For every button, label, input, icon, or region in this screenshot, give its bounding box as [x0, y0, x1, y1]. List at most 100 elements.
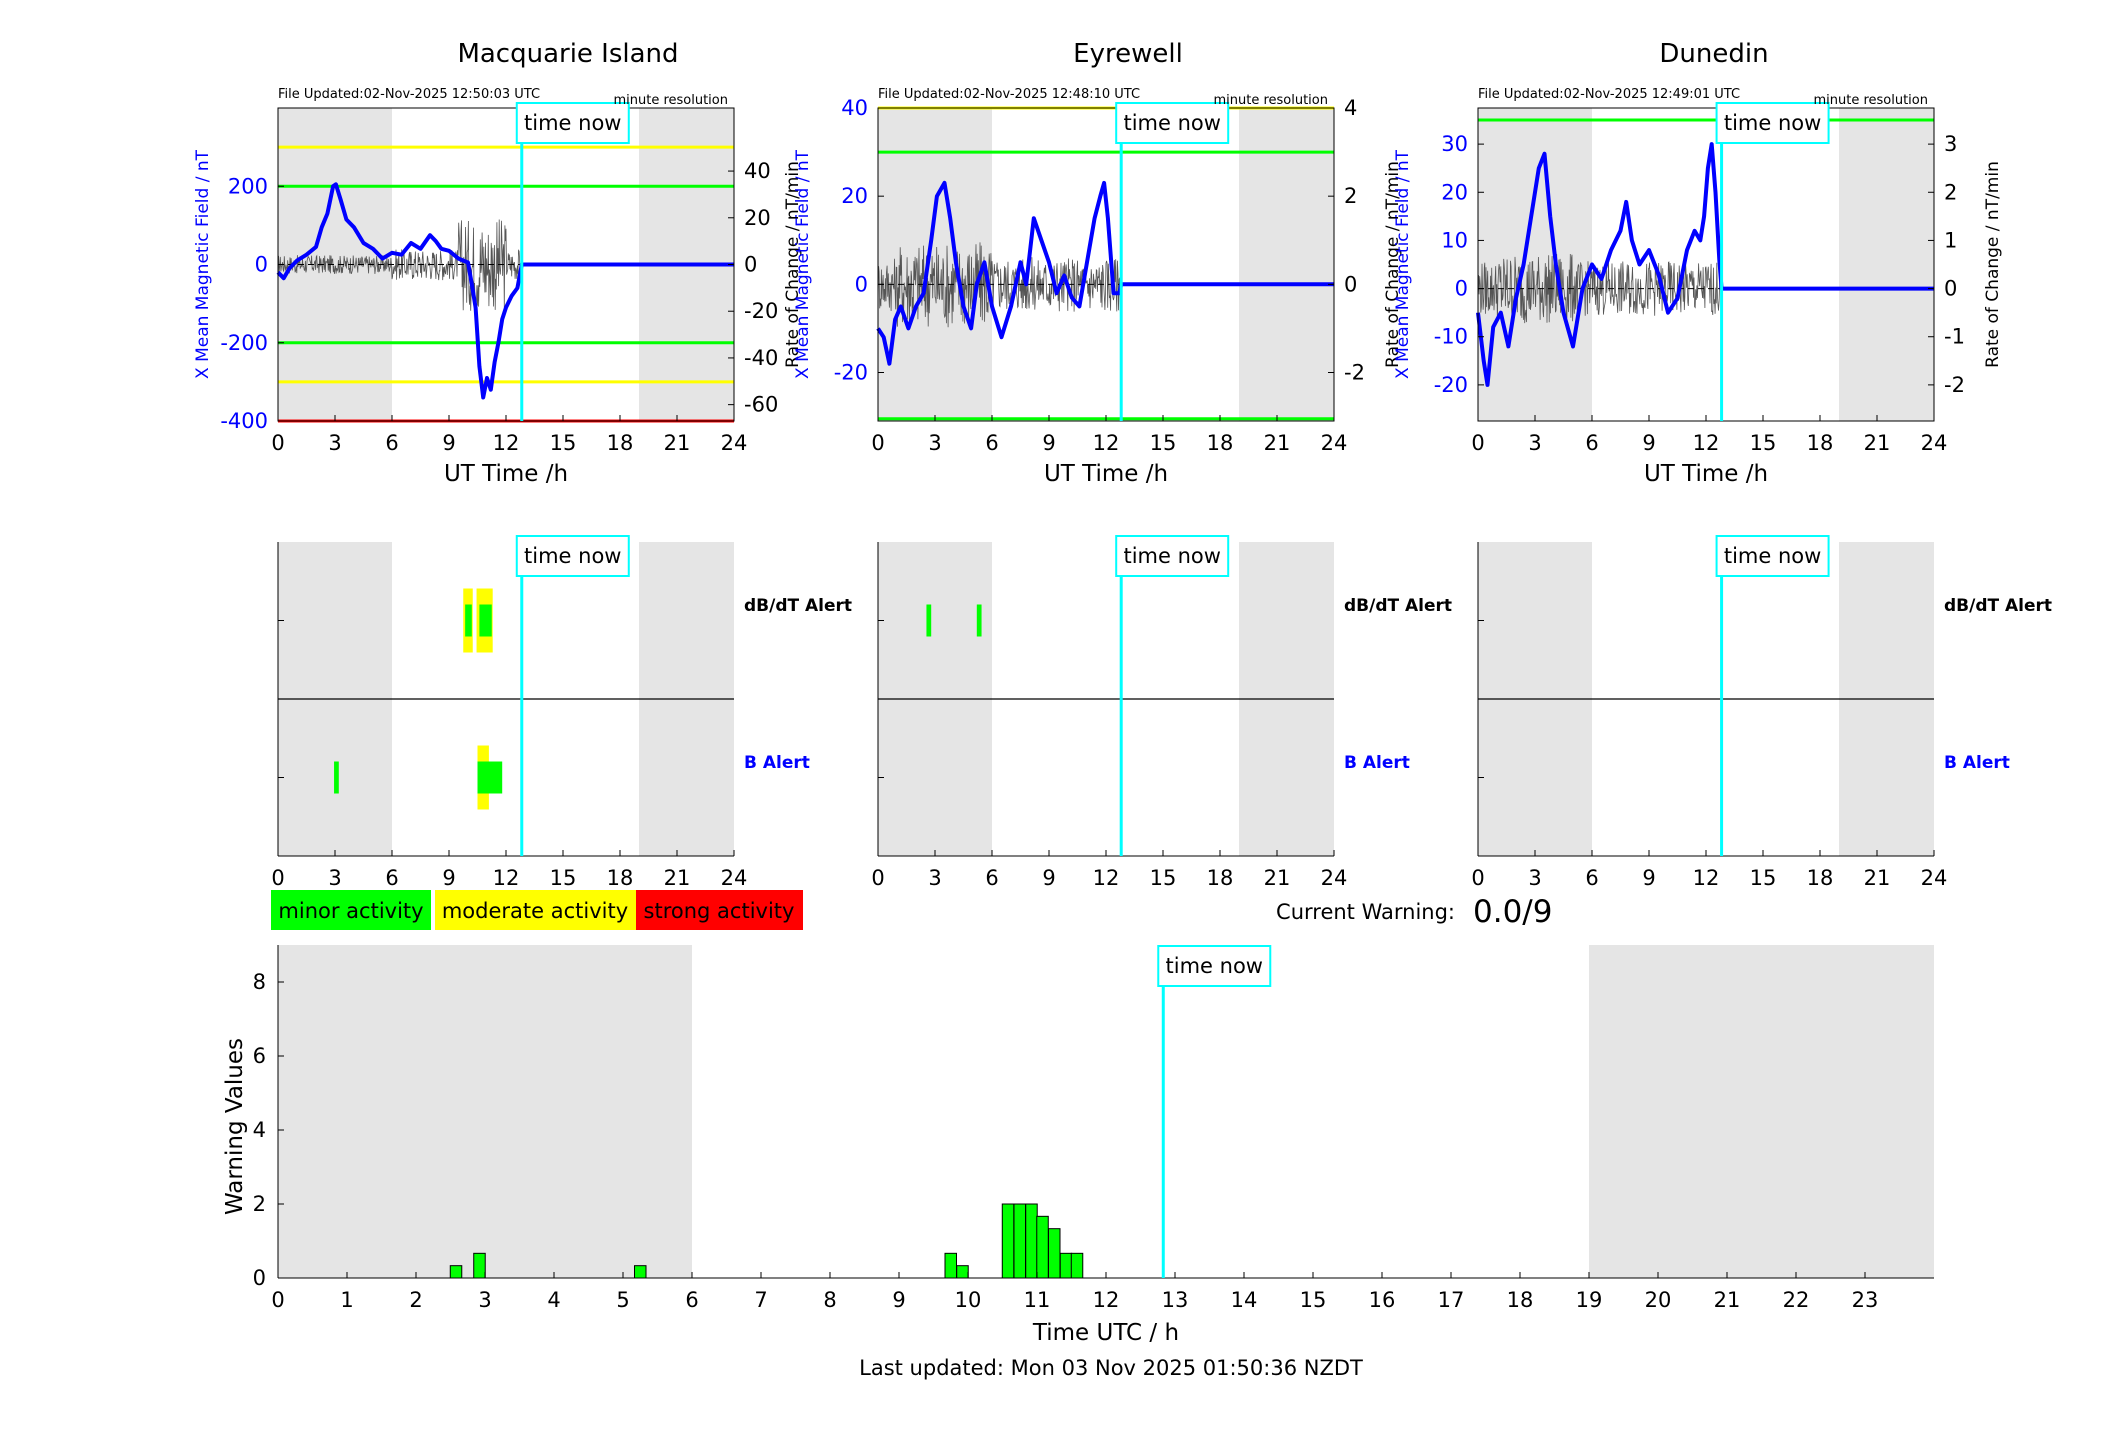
alert2-x-tick-label: 21 [1864, 866, 1891, 890]
alert0-dbdt-alert-block [479, 604, 492, 637]
panel2-y-tick-label: 20 [1441, 180, 1468, 204]
panel1-x-tick-label: 6 [985, 431, 998, 455]
panel0-y2-tick-label: -60 [744, 393, 778, 417]
panel0-file-updated: File Updated:02-Nov-2025 12:50:03 UTC [278, 87, 540, 102]
panel2-y2-tick-label: -2 [1944, 373, 1965, 397]
panel2-time-now-label: time now [1724, 111, 1821, 135]
panel2-y2-tick-label: 3 [1944, 132, 1957, 156]
panel0-y2-tick-label: 40 [744, 159, 771, 183]
alert2-time-now-box [1715, 535, 1830, 577]
warning-chart-bar [1025, 1203, 1038, 1279]
alert2-x-tick-label: 9 [1642, 866, 1655, 890]
panel1-x-tick-label: 3 [928, 431, 941, 455]
panel0-x-tick-label: 15 [550, 431, 577, 455]
panel1-x-tick-label: 15 [1150, 431, 1177, 455]
panel2-night-shade [1478, 108, 1592, 421]
warning-chart-bar [633, 1265, 647, 1279]
panel0-y-tick-label: 0 [255, 253, 268, 277]
panel1-y-tick-label: 20 [841, 184, 868, 208]
alert0-time-now-label: time now [524, 544, 621, 568]
warning-chart-time-now-box [1157, 945, 1272, 987]
panel0-time-now-box [515, 102, 630, 144]
legend-strong-label: strong activity [644, 899, 795, 923]
alert0-x-tick-label: 24 [721, 866, 748, 890]
alert2-x-tick-label: 3 [1528, 866, 1541, 890]
panel1-night-shade [878, 108, 992, 421]
warning-chart-bar [944, 1252, 958, 1279]
alert1-x-tick-label: 18 [1207, 866, 1234, 890]
panel1-rate-trace [877, 242, 1122, 328]
panel0-y-tick-label: 200 [228, 174, 268, 198]
panel2-y2-tick-label: 0 [1944, 277, 1957, 301]
warning-chart-bar [1047, 1228, 1061, 1279]
warning-chart-x-tick-label: 19 [1576, 1288, 1603, 1312]
warning-chart-bar [1001, 1203, 1015, 1279]
panel2-y2-axis-label: Rate of Change / nT/min [1983, 161, 2003, 368]
panel1-x-tick-label: 21 [1264, 431, 1291, 455]
panel2-x-tick-label: 24 [1921, 431, 1948, 455]
alert1-time-now-box [1115, 535, 1230, 577]
warning-chart-x-tick-label: 10 [955, 1288, 982, 1312]
alert0-x-tick-label: 15 [550, 866, 577, 890]
panel1-y2-tick-label: 4 [1344, 96, 1357, 120]
alert1-dbdt-alert-label: dB/dT Alert [1344, 596, 1452, 616]
alert2-time-now-label: time now [1724, 544, 1821, 568]
warning-chart-y-tick-label: 8 [253, 970, 266, 994]
warning-chart-x-tick-label: 13 [1162, 1288, 1189, 1312]
alert2-x-tick-label: 6 [1585, 866, 1598, 890]
alert0-b-alert-block [334, 761, 339, 794]
panel2-y2-tick-label: -1 [1944, 325, 1965, 349]
warning-chart-y-tick-label: 6 [253, 1044, 266, 1068]
warning-chart-x-tick-label: 12 [1093, 1288, 1120, 1312]
panel0-x-tick-label: 21 [664, 431, 691, 455]
warning-chart-x-tick-label: 3 [478, 1288, 491, 1312]
panel2-x-tick-label: 0 [1471, 431, 1484, 455]
alert0-x-tick-label: 3 [328, 866, 341, 890]
alert0-b-alert-label: B Alert [744, 753, 810, 773]
panel2-field-trace [1476, 142, 1934, 387]
panel1-x-axis-label: UT Time /h [1044, 461, 1168, 487]
alert0-dbdt-alert-block [465, 604, 472, 637]
panel1-y-tick-label: 40 [841, 96, 868, 120]
panel0-x-tick-label: 0 [271, 431, 284, 455]
panel1-time-now-label: time now [1123, 111, 1220, 135]
panel2-resolution: minute resolution [1813, 93, 1928, 108]
current-warning-value: 0.0/9 [1473, 894, 1552, 930]
alert0-x-tick-label: 0 [271, 866, 284, 890]
alert1-x-tick-label: 9 [1042, 866, 1055, 890]
legend-moderate-swatch [435, 890, 636, 930]
panel0-x-tick-label: 18 [607, 431, 634, 455]
warning-chart-x-tick-label: 4 [547, 1288, 560, 1312]
panel0-time-now-label: time now [524, 111, 621, 135]
warning-chart-x-tick-label: 18 [1507, 1288, 1534, 1312]
panel1-x-tick-label: 12 [1093, 431, 1120, 455]
panel2-file-updated: File Updated:02-Nov-2025 12:49:01 UTC [1478, 87, 1740, 102]
alert0-x-tick-label: 6 [385, 866, 398, 890]
panel1-time-now-box [1115, 102, 1230, 144]
warning-chart-night-shade [278, 945, 692, 1278]
panel0-x-tick-label: 6 [385, 431, 398, 455]
panel2-x-axis-label: UT Time /h [1644, 461, 1768, 487]
warning-chart-x-tick-label: 20 [1645, 1288, 1672, 1312]
panel1-y-tick-label: -20 [834, 361, 868, 385]
alert2-b-alert-label: B Alert [1944, 753, 2010, 773]
panel0-x-tick-label: 3 [328, 431, 341, 455]
alert1-x-tick-label: 21 [1264, 866, 1291, 890]
alert1-b-alert-label: B Alert [1344, 753, 1410, 773]
warning-chart-x-tick-label: 8 [823, 1288, 836, 1312]
panel1-resolution: minute resolution [1213, 93, 1328, 108]
panel1-y2-tick-label: -2 [1344, 361, 1365, 385]
warning-chart-x-tick-label: 14 [1231, 1288, 1258, 1312]
legend-minor-swatch [271, 890, 431, 930]
panel1-y2-tick-label: 2 [1344, 184, 1357, 208]
panel0-x-tick-label: 12 [493, 431, 520, 455]
panel-title-macquarie: Macquarie Island [457, 39, 678, 69]
warning-chart-bar [1013, 1203, 1027, 1279]
warning-chart-y-tick-label: 0 [253, 1266, 266, 1290]
warning-chart-x-tick-label: 0 [271, 1288, 284, 1312]
warning-chart-x-tick-label: 11 [1024, 1288, 1051, 1312]
panel2-y-tick-label: -10 [1434, 325, 1468, 349]
legend-strong-swatch [636, 890, 803, 930]
alert1-x-tick-label: 15 [1150, 866, 1177, 890]
